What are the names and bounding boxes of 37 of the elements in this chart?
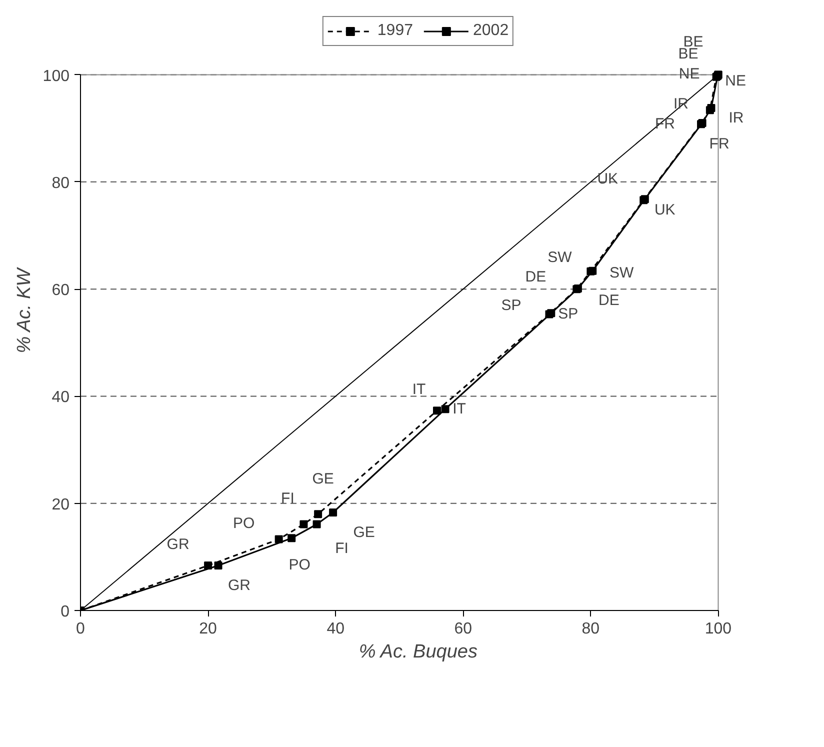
annotation: IT (452, 400, 466, 418)
annotation: SW (610, 264, 635, 282)
x-axis-title: % Ac. Buques (358, 642, 478, 662)
annotation: FI (335, 540, 348, 557)
legend-label: 2002 (473, 22, 509, 40)
annotation: PO (233, 514, 255, 532)
annotation: SW (548, 248, 573, 266)
annotation: IR (728, 110, 744, 126)
annotation: DE (598, 292, 620, 310)
annotation: GE (353, 524, 375, 541)
annotation: SP (501, 296, 522, 314)
y-tick-label: 60 (52, 282, 70, 300)
x-tick-label: 60 (454, 620, 472, 638)
y-tick-label: 20 (52, 496, 70, 514)
annotation: IT (412, 381, 426, 398)
x-tick-label: 0 (76, 620, 86, 638)
annotation: DE (525, 268, 546, 286)
annotation: PO (288, 556, 310, 574)
annotation: GR (228, 577, 251, 594)
y-tick-label: 0 (60, 604, 70, 620)
annotation: GR (166, 536, 190, 553)
y-tick-label: 40 (52, 389, 70, 406)
annotation: SP (558, 306, 578, 323)
legend-label: 1997 (377, 22, 413, 40)
annotation: FI (281, 490, 294, 507)
x-tick-label: 20 (199, 620, 218, 638)
annotation: FR (655, 116, 676, 133)
annotation: GE (312, 470, 334, 488)
annotation: BE (678, 45, 698, 62)
annotation: UK (654, 202, 676, 219)
y-tick-label: 80 (52, 174, 70, 192)
y-tick-label: 100 (42, 68, 70, 85)
x-tick-label: 100 (704, 620, 732, 638)
y-axis-title: % Ac. KW (14, 266, 35, 354)
x-tick-label: 40 (326, 620, 345, 638)
x-tick-label: 80 (582, 620, 600, 638)
annotation: NE (725, 72, 746, 90)
